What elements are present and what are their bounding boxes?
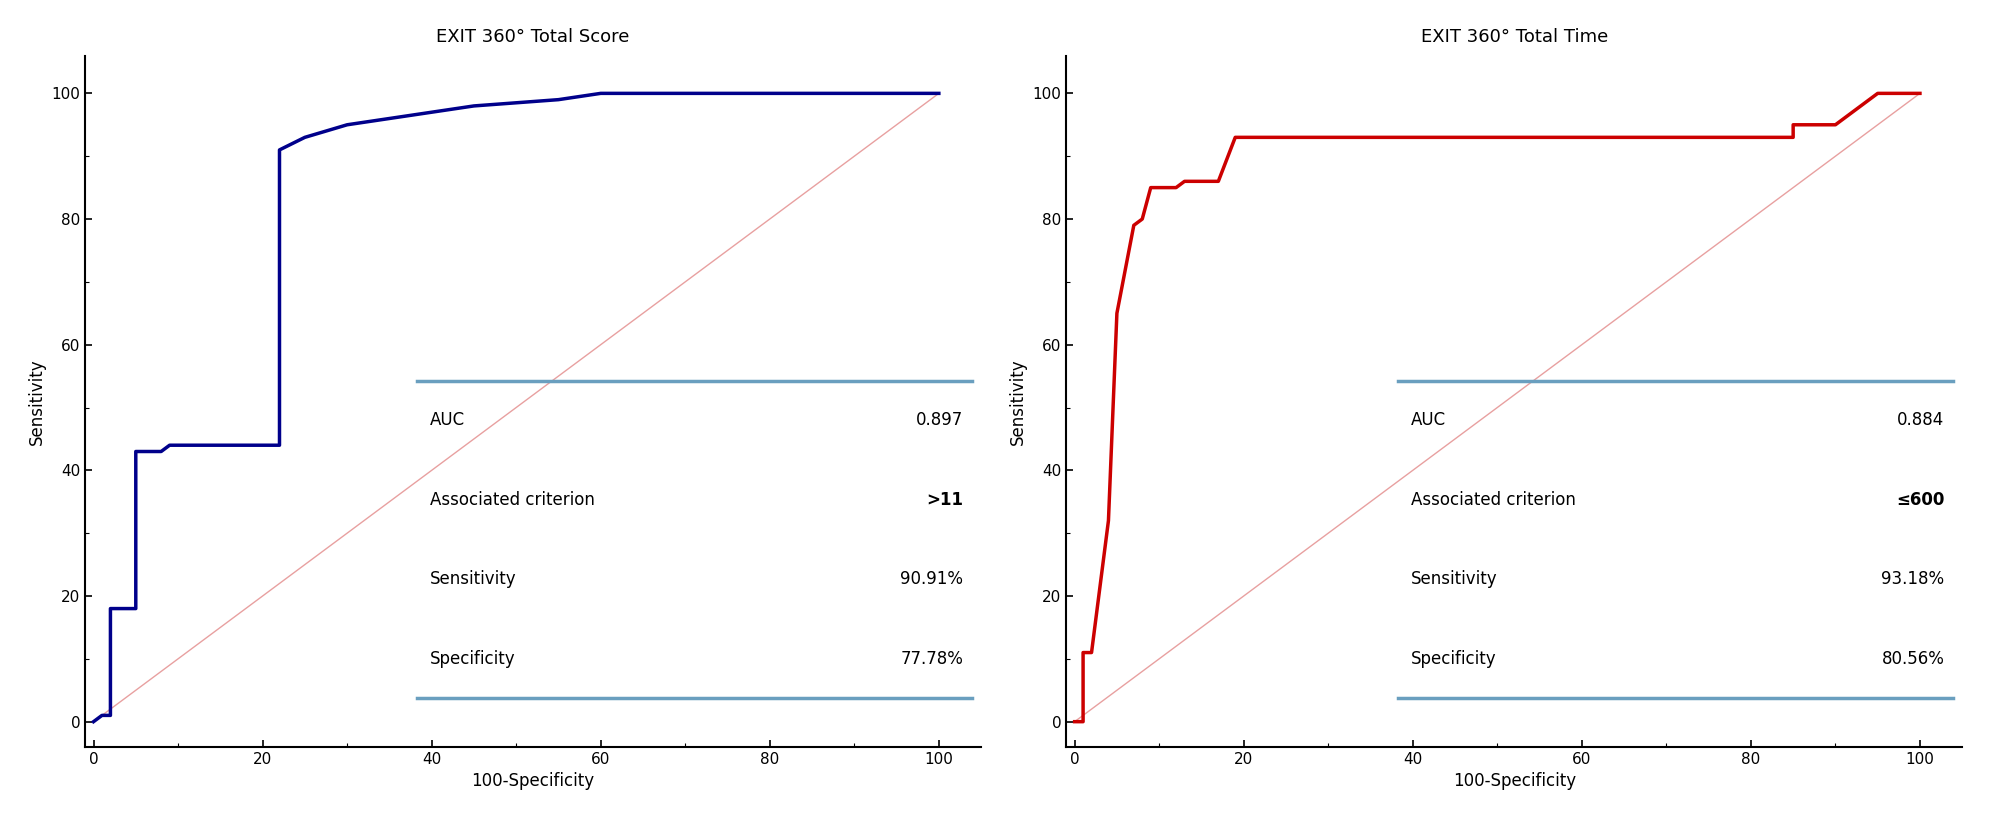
Text: 0.897: 0.897 <box>915 411 963 429</box>
Text: Sensitivity: Sensitivity <box>1410 570 1498 588</box>
Title: EXIT 360° Total Score: EXIT 360° Total Score <box>436 28 629 46</box>
Text: 93.18%: 93.18% <box>1880 570 1943 588</box>
X-axis label: 100-Specificity: 100-Specificity <box>1452 772 1575 790</box>
Title: EXIT 360° Total Time: EXIT 360° Total Time <box>1420 28 1607 46</box>
Text: Specificity: Specificity <box>1410 649 1496 667</box>
Text: Associated criterion: Associated criterion <box>430 491 595 509</box>
Text: AUC: AUC <box>1410 411 1446 429</box>
Text: 0.884: 0.884 <box>1896 411 1943 429</box>
Y-axis label: Sensitivity: Sensitivity <box>1008 358 1026 444</box>
Text: >11: >11 <box>925 491 963 509</box>
Text: 77.78%: 77.78% <box>899 649 963 667</box>
Text: Sensitivity: Sensitivity <box>430 570 517 588</box>
Text: 80.56%: 80.56% <box>1880 649 1943 667</box>
Text: Specificity: Specificity <box>430 649 515 667</box>
X-axis label: 100-Specificity: 100-Specificity <box>471 772 595 790</box>
Text: Associated criterion: Associated criterion <box>1410 491 1575 509</box>
Text: ≤600: ≤600 <box>1896 491 1943 509</box>
Text: AUC: AUC <box>430 411 465 429</box>
Text: 90.91%: 90.91% <box>899 570 963 588</box>
Y-axis label: Sensitivity: Sensitivity <box>28 358 46 444</box>
